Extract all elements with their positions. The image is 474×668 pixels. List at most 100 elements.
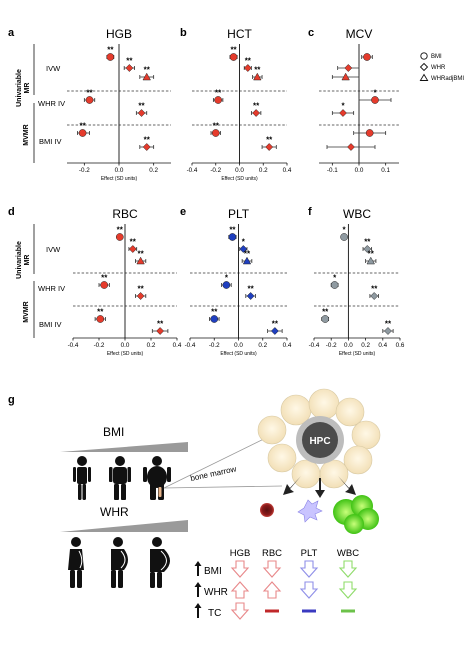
data-point-circle: [353, 129, 387, 137]
down-arrow-icon: [230, 560, 250, 578]
data-point-diamond: **: [245, 285, 256, 300]
marker-diamond: [252, 109, 261, 117]
significance-label: *: [333, 274, 337, 283]
schematic: BMI bone marr: [60, 388, 381, 620]
row-label-bmi-iv-2: BMI IV: [39, 320, 62, 329]
marker-triangle: [142, 72, 151, 81]
x-tick-label: -0.4: [68, 342, 79, 349]
significance-label: **: [229, 226, 236, 235]
row-labels-top: Univariable MR MVMR IVW WHR IV BMI IV: [16, 44, 65, 163]
significance-label: **: [245, 57, 252, 66]
significance-label: **: [211, 308, 218, 317]
x-tick-label: 0.4: [283, 167, 292, 174]
mvmr-label-2: MVMR: [23, 301, 30, 322]
significance-label: **: [107, 46, 114, 55]
person-pear-icon: [68, 537, 84, 588]
marker-circle: [100, 281, 109, 289]
data-point-circle: **: [106, 46, 114, 61]
data-point-diamond: [326, 143, 376, 151]
legend-circle-icon: [420, 52, 428, 60]
x-tick-label: -0.2: [94, 342, 105, 349]
data-point-circle: **: [212, 89, 224, 104]
plot-title: MCV: [346, 27, 373, 41]
marker-triangle: [341, 72, 350, 81]
significance-label: **: [126, 57, 133, 66]
panel-letter-b: b: [180, 27, 187, 39]
wbc-cluster-icon: [333, 495, 379, 534]
marker-circle: [340, 233, 348, 241]
data-point-triangle: **: [134, 250, 147, 265]
data-point-circle: *: [340, 226, 348, 241]
bone-marrow-label: bone marrow: [190, 464, 238, 483]
data-point-diamond: *: [239, 238, 248, 253]
panel-letter-e: e: [180, 206, 186, 218]
data-point-circle: **: [94, 308, 106, 323]
significance-label: **: [138, 102, 145, 111]
plot-title: WBC: [343, 207, 371, 221]
legend-triangle-icon: [419, 73, 429, 81]
marker-circle: [85, 96, 94, 104]
significance-label: **: [86, 89, 93, 98]
marker-diamond: [363, 245, 372, 253]
data-point-circle: **: [210, 122, 221, 137]
bone-icon: [158, 487, 162, 497]
forest-plot-c: MCV -0.1 0.0 0.1 * *: [319, 27, 399, 174]
bone-marrow-cluster: HPC: [257, 388, 381, 489]
significance-label: **: [117, 226, 124, 235]
marker-diamond: [347, 143, 355, 151]
row-label-ivw: IVW: [46, 64, 61, 73]
marker-diamond: [246, 292, 255, 300]
x-tick-label: 0.6: [396, 342, 405, 349]
mr-label: MR: [24, 83, 31, 94]
data-point-diamond: [337, 64, 360, 72]
x-tick-label: -0.1: [327, 167, 338, 174]
data-point-diamond: **: [151, 320, 169, 335]
marker-diamond: [136, 292, 145, 300]
legend-label-whradjbmi: WHRadjBMI: [431, 76, 464, 82]
col-header-plt: PLT: [301, 548, 318, 559]
marker-triangle: [253, 72, 262, 81]
down-arrow-icon: [299, 581, 319, 599]
effect-arrows: [230, 560, 358, 620]
data-point-diamond: **: [134, 285, 147, 300]
marker-circle: [115, 233, 124, 241]
data-point-circle: **: [228, 226, 237, 241]
x-tick-label: 0.2: [259, 167, 268, 174]
significance-label: **: [364, 238, 371, 247]
significance-label: **: [137, 285, 144, 294]
up-arrow-icon: [194, 561, 202, 576]
data-point-circle: *: [330, 274, 339, 289]
person-apple-icon: [150, 537, 170, 588]
data-point-circle: **: [77, 122, 90, 137]
legend-diamond-icon: [419, 62, 429, 72]
marker-circle: [78, 129, 87, 137]
person-obese-icon: [143, 456, 171, 500]
marker-diamond: [339, 109, 347, 117]
data-point-diamond: *: [331, 102, 355, 117]
data-point-diamond: **: [250, 102, 262, 117]
data-point-circle: *: [221, 274, 232, 289]
plot-title: RBC: [112, 207, 138, 221]
marker-circle: [321, 315, 330, 323]
significance-label: **: [244, 250, 251, 259]
significance-label: *: [343, 226, 347, 235]
data-point-diamond: **: [382, 320, 394, 335]
rbc-cell-icon: [260, 503, 274, 517]
marker-diamond: [156, 327, 165, 335]
x-tick-label: 0.2: [147, 342, 156, 349]
significance-label: **: [253, 102, 260, 111]
x-axis-label: Effect (SD units): [220, 351, 257, 357]
marker-diamond: [265, 143, 274, 151]
x-tick-label: -0.4: [185, 342, 196, 349]
significance-label: **: [144, 66, 151, 75]
marker-circle: [330, 281, 339, 289]
significance-label: **: [79, 122, 86, 131]
x-tick-label: 0.4: [173, 342, 182, 349]
plot-title: HGB: [106, 27, 132, 41]
x-tick-label: -0.2: [326, 342, 337, 349]
data-point-circle: **: [98, 274, 110, 289]
row-label-whr-iv-2: WHR IV: [38, 284, 65, 293]
x-tick-label: 0.1: [381, 167, 390, 174]
